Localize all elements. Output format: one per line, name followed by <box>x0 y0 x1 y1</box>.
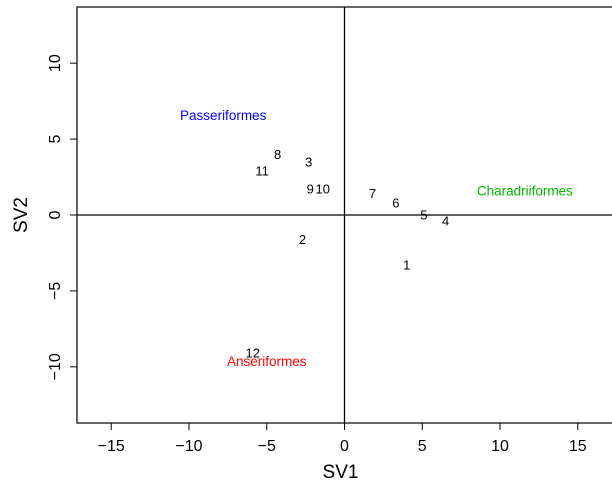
point-label-8: 8 <box>274 147 281 162</box>
point-label-6: 6 <box>392 195 399 210</box>
point-label-12: 12 <box>246 346 260 361</box>
y-axis: −10 −5 0 5 10 <box>47 54 77 380</box>
point-label-9: 9 <box>307 182 314 197</box>
point-label-3: 3 <box>305 154 312 169</box>
point-label-10: 10 <box>315 182 329 197</box>
y-tick-label: −5 <box>47 282 64 300</box>
y-tick-label: 0 <box>47 210 64 219</box>
x-tick-label: −10 <box>175 438 202 455</box>
point-label-2: 2 <box>299 232 306 247</box>
x-tick-label: −5 <box>258 438 276 455</box>
point-label-7: 7 <box>369 186 376 201</box>
x-tick-label: −15 <box>98 438 125 455</box>
y-axis-title: SV2 <box>11 197 32 233</box>
x-tick-label: 15 <box>569 438 587 455</box>
x-axis-title: SV1 <box>323 462 359 483</box>
point-label-11: 11 <box>255 163 269 178</box>
y-tick-label: 10 <box>47 54 64 72</box>
y-tick-label: 5 <box>47 135 64 144</box>
x-tick-label: 5 <box>418 438 427 455</box>
x-tick-label: 0 <box>340 438 349 455</box>
group-label-passeriformes: Passeriformes <box>180 108 267 123</box>
point-label-4: 4 <box>442 214 449 229</box>
group-label-charadriiformes: Charadriiformes <box>477 184 573 199</box>
group-label-anseriformes: Anseriformes <box>227 354 307 369</box>
point-label-5: 5 <box>420 208 427 223</box>
x-tick-label: 10 <box>491 438 509 455</box>
y-tick-label: −10 <box>47 353 64 380</box>
x-axis: −15 −10 −5 0 5 10 15 <box>98 423 587 455</box>
point-label-1: 1 <box>403 258 410 273</box>
